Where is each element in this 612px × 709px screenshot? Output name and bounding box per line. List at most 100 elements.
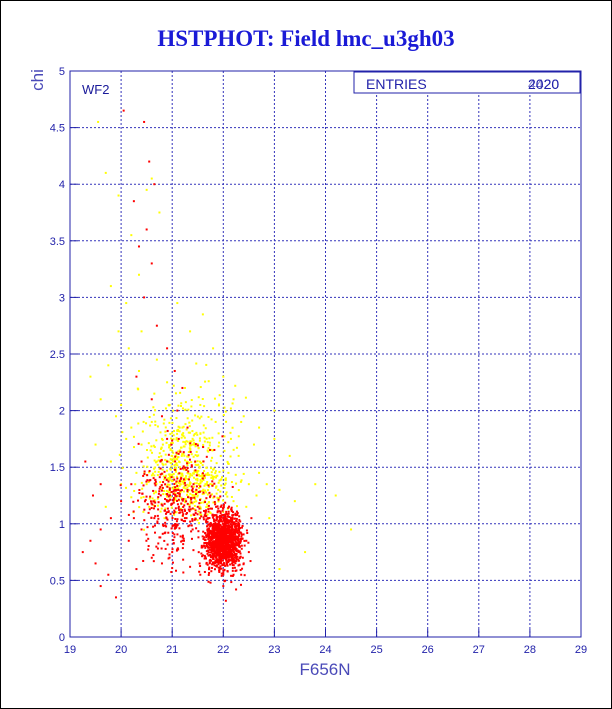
data-point-red	[165, 516, 168, 519]
data-point-yellow	[168, 483, 171, 486]
data-point-red	[175, 525, 178, 528]
data-point-yellow	[167, 446, 170, 449]
data-point-yellow	[164, 434, 167, 437]
data-point-yellow	[133, 489, 136, 492]
data-point-red	[234, 562, 237, 565]
data-point-red	[176, 484, 179, 487]
data-point-red	[227, 556, 230, 559]
data-point-red	[211, 484, 214, 487]
data-point-red	[242, 563, 245, 566]
data-point-yellow	[200, 501, 203, 504]
data-point-red	[171, 532, 174, 535]
data-point-yellow	[160, 488, 163, 491]
data-point-yellow	[207, 415, 210, 418]
data-point-yellow	[334, 494, 337, 497]
data-point-red	[203, 557, 206, 560]
data-point-red	[195, 527, 198, 530]
data-point-yellow	[159, 431, 162, 434]
data-point-yellow	[137, 273, 140, 276]
data-point-red	[238, 527, 241, 530]
data-point-yellow	[171, 421, 174, 424]
data-point-red	[170, 503, 173, 506]
data-point-yellow	[199, 481, 202, 484]
data-point-red	[209, 522, 212, 525]
data-point-yellow	[186, 440, 189, 443]
data-point-yellow	[182, 435, 185, 438]
data-point-yellow	[214, 472, 217, 475]
data-point-yellow	[194, 414, 197, 417]
data-point-red	[187, 470, 190, 473]
data-point-yellow	[179, 483, 182, 486]
data-point-yellow	[195, 450, 198, 453]
data-point-red	[211, 548, 214, 551]
data-point-red	[181, 514, 184, 517]
data-point-yellow	[166, 381, 169, 384]
data-point-red	[182, 465, 185, 468]
data-point-yellow	[170, 473, 173, 476]
data-point-yellow	[177, 481, 180, 484]
data-point-yellow	[192, 434, 195, 437]
data-point-red	[198, 507, 201, 510]
stats-value-a: 2020	[528, 76, 559, 92]
data-point-yellow	[155, 482, 158, 485]
data-point-yellow	[162, 490, 165, 493]
data-point-red	[156, 547, 159, 550]
data-point-yellow	[162, 422, 165, 425]
data-point-yellow	[204, 380, 207, 383]
data-point-red	[146, 479, 149, 482]
data-point-red	[225, 562, 228, 565]
data-point-yellow	[193, 433, 196, 436]
data-point-red	[224, 579, 227, 582]
data-point-red	[218, 518, 221, 521]
data-point-red	[218, 538, 221, 541]
data-point-yellow	[181, 407, 184, 410]
data-point-yellow	[314, 483, 317, 486]
data-point-yellow	[195, 482, 198, 485]
data-point-yellow	[198, 483, 201, 486]
data-point-yellow	[191, 494, 194, 497]
data-point-red	[208, 539, 211, 542]
data-point-red	[197, 530, 200, 533]
data-point-red	[229, 554, 232, 557]
data-point-red	[235, 541, 238, 544]
data-point-red	[188, 524, 191, 527]
data-point-red	[217, 524, 220, 527]
data-point-red	[174, 517, 177, 520]
data-point-yellow	[154, 409, 157, 412]
data-point-yellow	[148, 505, 151, 508]
data-point-yellow	[160, 446, 163, 449]
data-point-red	[166, 347, 169, 350]
data-point-red	[221, 535, 224, 538]
data-point-red	[224, 523, 227, 526]
data-point-red	[238, 533, 241, 536]
data-point-yellow	[158, 467, 161, 470]
data-point-red	[210, 537, 213, 540]
data-point-yellow	[199, 432, 202, 435]
data-point-red	[228, 538, 231, 541]
data-point-red	[240, 547, 243, 550]
data-point-red	[161, 486, 164, 489]
data-point-red	[231, 553, 234, 556]
data-point-yellow	[183, 500, 186, 503]
data-point-red	[140, 460, 143, 463]
data-point-red	[141, 492, 144, 495]
data-point-red	[152, 554, 155, 557]
data-point-red	[225, 517, 228, 520]
data-point-yellow	[190, 461, 193, 464]
data-point-red	[178, 508, 181, 511]
data-point-red	[219, 536, 222, 539]
data-point-red	[218, 559, 221, 562]
data-point-red	[233, 556, 236, 559]
data-point-red	[242, 533, 245, 536]
data-point-yellow	[189, 330, 192, 333]
data-point-red	[170, 571, 173, 574]
data-point-yellow	[177, 487, 180, 490]
data-point-red	[208, 543, 211, 546]
data-point-red	[170, 476, 173, 479]
data-point-yellow	[185, 475, 188, 478]
data-point-red	[234, 548, 237, 551]
data-point-red	[221, 550, 224, 553]
data-point-red	[240, 526, 243, 529]
data-point-red	[176, 524, 179, 527]
data-point-red	[219, 524, 222, 527]
